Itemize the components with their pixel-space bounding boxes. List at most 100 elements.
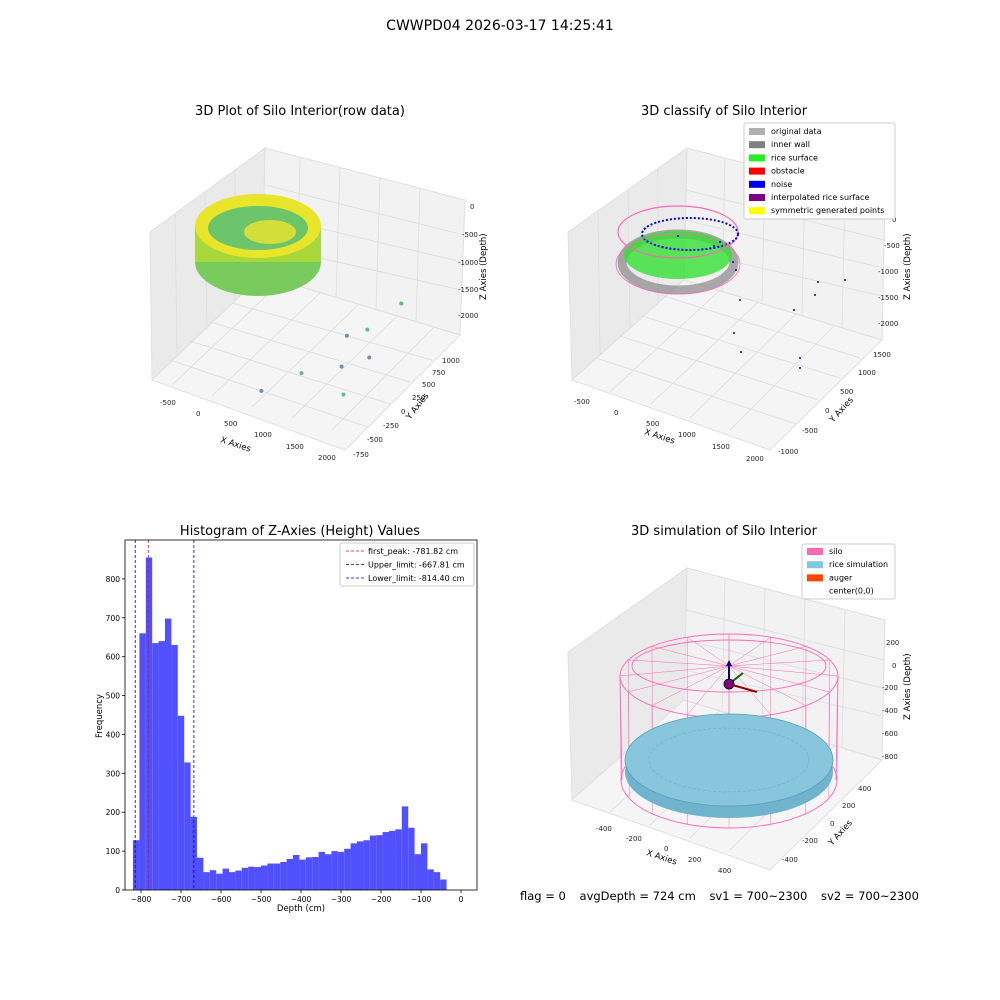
legend-swatch [807, 548, 823, 555]
histogram-bar [273, 863, 281, 890]
p4-xlabel: X Axies [645, 848, 678, 867]
p1-ztick: -1500 [458, 286, 478, 294]
histogram-bar [286, 858, 293, 890]
histogram-bar [331, 851, 338, 890]
silo-spoke [687, 636, 730, 667]
legend-swatch [749, 154, 765, 162]
silo-vertical [828, 659, 830, 762]
histogram-bar [376, 835, 383, 890]
noise-point [719, 241, 721, 243]
rice-sim-mesh-ring [648, 727, 810, 793]
figure-title: CWWPD04 2026-03-17 14:25:41 [386, 18, 614, 34]
auger-z-arrowhead [726, 660, 732, 666]
histogram-bar [427, 869, 434, 890]
p1-ztick: -2000 [458, 312, 478, 320]
p4-ztick: -800 [882, 753, 898, 761]
histogram-bar [171, 645, 178, 890]
legend-label: symmetric generated points [771, 206, 884, 215]
histogram-bar [222, 868, 229, 890]
histogram-bar [216, 873, 223, 890]
p4-ytick: 400 [858, 785, 871, 793]
p1-ytick: 250 [412, 394, 425, 402]
p2-ytick: 1000 [858, 369, 876, 377]
panel4-legend-box [801, 543, 896, 600]
histogram-bar [190, 816, 197, 890]
p2-ztick: 0 [892, 216, 896, 224]
histogram-y-tick-label: 0 [115, 886, 120, 895]
p1-ytick: 1000 [442, 357, 460, 365]
histogram-bar [299, 859, 306, 890]
silo-spoke [628, 659, 730, 667]
p2-ytick: 0 [825, 407, 829, 415]
histogram-bar [209, 870, 217, 890]
legend-swatch [807, 561, 823, 569]
silo-vertical [836, 675, 839, 781]
p2-ztick: -1500 [878, 294, 898, 302]
histogram-bar [325, 854, 332, 890]
p1-xtick: 500 [224, 420, 237, 428]
histogram-bar [241, 867, 249, 890]
histogram-y-tick-label: 300 [106, 769, 121, 778]
histogram-bars [133, 557, 447, 890]
outlier-point [365, 327, 370, 332]
histogram-x-tick-label: −700 [171, 895, 192, 904]
legend-swatch [749, 128, 765, 135]
p1-xtick: -500 [160, 399, 176, 407]
status-footer: flag = 0 avgDepth = 724 cm sv1 = 700~230… [520, 889, 929, 903]
panel2-pink-lower [615, 233, 741, 295]
legend-swatch [749, 141, 765, 149]
histogram-bar [382, 832, 389, 890]
outlier-point [339, 364, 344, 369]
noise-point [814, 294, 816, 296]
p1-xtick: 2000 [318, 454, 336, 462]
p1-ytick: 0 [401, 408, 405, 416]
silo-spoke [687, 665, 730, 715]
panel1-ticks: -500 0 500 1000 1500 2000 -750 -500 -250… [160, 203, 478, 462]
panel2-ticks: -500 0 500 1000 1500 2000 -1000 -500 0 5… [574, 216, 900, 463]
histogram-bar [293, 855, 300, 890]
histogram-bar [363, 840, 370, 890]
panel3-title: Histogram of Z-Axies (Height) Values [179, 524, 421, 539]
outlier-point [259, 388, 264, 393]
histogram-bar [440, 879, 447, 890]
histogram-bar [197, 857, 204, 890]
histogram-x-tick-label: −500 [251, 895, 272, 904]
panel2-noise-rim [641, 217, 739, 251]
silo-spoke [651, 665, 730, 706]
rice-simulation-surface [624, 713, 834, 818]
silo-vertical [628, 659, 630, 762]
p4-ztick: -400 [882, 707, 898, 715]
p1-xtick: 1000 [254, 431, 272, 439]
histogram-bar [267, 863, 274, 890]
histogram-bar [133, 840, 140, 890]
histogram-bar [369, 835, 377, 890]
outlier-point [299, 371, 304, 376]
flag-text: flag = 0 [520, 889, 566, 903]
p4-ytick: -200 [802, 837, 818, 845]
legend-label: noise [771, 180, 792, 189]
histogram-bar [235, 870, 242, 890]
legend-label: rice simulation [829, 560, 888, 569]
histogram-bar [389, 830, 396, 890]
legend-label: inner wall [771, 140, 810, 149]
noise-point [793, 309, 795, 311]
silo-spoke [728, 636, 771, 667]
legend-swatch [749, 194, 765, 201]
histogram-legend-label: Upper_limit: -667.81 cm [368, 561, 465, 570]
p1-xtick: 1500 [286, 443, 304, 451]
panel1-floor-pane [151, 274, 461, 451]
legend-label: original data [771, 127, 822, 136]
histogram-bar [350, 843, 357, 890]
panel2-title: 3D classify of Silo Interior [640, 104, 808, 119]
histogram-bar [177, 715, 185, 890]
histogram-bar [312, 856, 319, 890]
noise-point [733, 332, 735, 334]
noise-point [713, 245, 715, 247]
p1-ytick: 500 [422, 381, 435, 389]
panel2-classified-cloud [615, 205, 846, 369]
histogram-vlines [134, 540, 195, 890]
panel4-title: 3D simulation of Silo Interior [631, 524, 817, 539]
panel1-3d-axes: -500 0 500 1000 1500 2000 -750 -500 -250… [149, 146, 489, 462]
p2-xtick: 0 [614, 409, 618, 417]
p4-xtick: 400 [718, 867, 731, 875]
